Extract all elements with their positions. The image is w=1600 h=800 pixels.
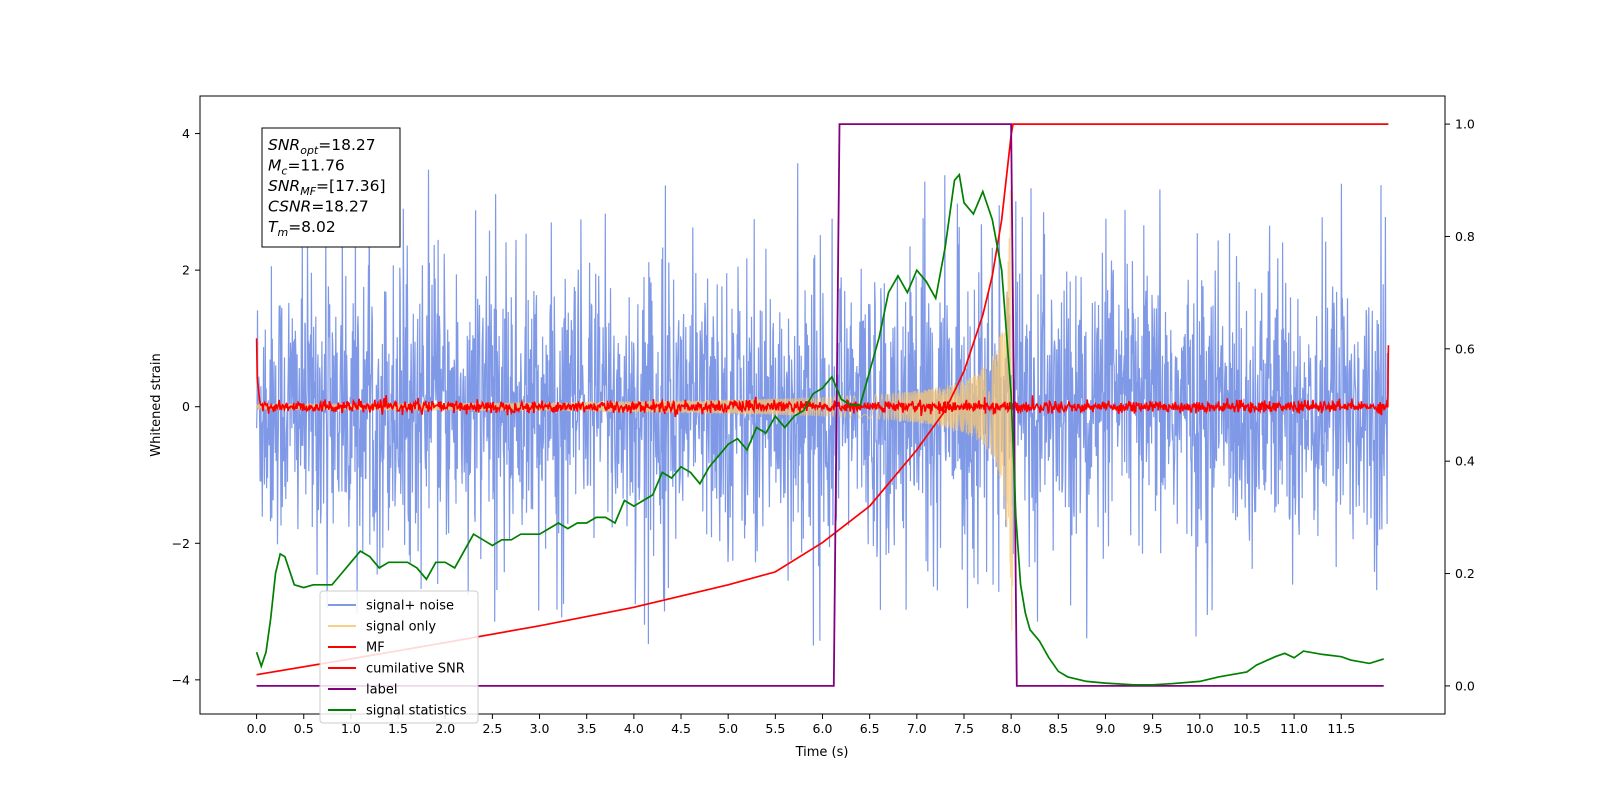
x-tick-label: 11.0	[1280, 721, 1308, 736]
x-tick-label: 4.5	[671, 721, 691, 736]
annotation-line: CSNR=18.27	[268, 198, 369, 216]
x-tick-label: 9.5	[1143, 721, 1163, 736]
y-tick-label-left: −4	[172, 672, 190, 687]
x-tick-label: 9.0	[1096, 721, 1116, 736]
y-tick-label-right: 0.4	[1455, 454, 1475, 469]
series-mf	[255, 338, 1390, 417]
x-tick-label: 2.5	[482, 721, 502, 736]
x-tick-label: 3.0	[530, 721, 550, 736]
x-tick-label: 7.0	[907, 721, 927, 736]
annotation-box: SNRopt=18.27Mc=11.76SNRMF=[17.36]CSNR=18…	[261, 127, 401, 248]
x-tick-label: 4.0	[624, 721, 644, 736]
y-tick-label-left: 2	[182, 263, 190, 278]
annotation-line: SNRMF=[17.36]	[268, 177, 386, 198]
x-tick-label: 1.5	[388, 721, 408, 736]
legend-label: label	[366, 683, 397, 698]
series-signal-noise	[256, 152, 1389, 646]
legend-label: signal only	[366, 620, 436, 635]
y-tick-label-left: −2	[172, 536, 190, 551]
y-tick-label-right: 0.8	[1455, 229, 1475, 244]
x-tick-label: 5.0	[718, 721, 738, 736]
x-tick-label: 3.5	[577, 721, 597, 736]
y-tick-label-left: 0	[182, 399, 190, 414]
series-layer	[255, 123, 1390, 687]
x-tick-label: 10.5	[1233, 721, 1261, 736]
y-tick-label-right: 0.6	[1455, 341, 1475, 356]
x-tick-label: 8.0	[1001, 721, 1021, 736]
y-tick-label-right: 0.2	[1455, 566, 1475, 581]
x-tick-label: 6.0	[813, 721, 833, 736]
x-tick-label: 5.5	[765, 721, 785, 736]
legend-label: signal+ noise	[366, 599, 454, 614]
annotation-box-frame	[261, 127, 401, 248]
y-axis-label-left: Whitened strain	[149, 353, 164, 456]
series-signal-statistics	[255, 172, 1384, 686]
y-tick-label-right: 0.0	[1455, 678, 1475, 693]
x-tick-label: 1.0	[341, 721, 361, 736]
axes-layer: 0.0 0.5 1.0 1.5 2.0 2.5 3.0 3.5 4.0 4.5 5.0 5.5 6.0 6…	[172, 117, 1475, 736]
annotation-line: Tm=8.02	[268, 218, 336, 239]
legend-label: MF	[366, 641, 385, 656]
x-axis-label: Time (s)	[795, 745, 849, 760]
legend-frame	[319, 590, 479, 724]
annotation-line: Mc=11.76	[268, 157, 345, 178]
x-tick-label: 10.0	[1186, 721, 1214, 736]
y-tick-label-left: 4	[182, 126, 190, 141]
x-tick-label: 0.5	[294, 721, 314, 736]
legend-label: cumilative SNR	[366, 662, 465, 677]
x-tick-label: 0.0	[247, 721, 267, 736]
series-label	[256, 123, 1384, 687]
x-tick-label: 8.5	[1048, 721, 1068, 736]
x-tick-label: 6.5	[860, 721, 880, 736]
y-tick-label-right: 1.0	[1455, 117, 1475, 132]
annotation-line: SNRopt=18.27	[268, 136, 376, 157]
x-tick-label: 11.5	[1327, 721, 1355, 736]
legend: signal+ noise signal only MF cumilative SNR…	[319, 590, 479, 724]
legend-label: signal statistics	[366, 704, 467, 719]
x-tick-label: 2.0	[435, 721, 455, 736]
x-tick-label: 7.5	[954, 721, 974, 736]
